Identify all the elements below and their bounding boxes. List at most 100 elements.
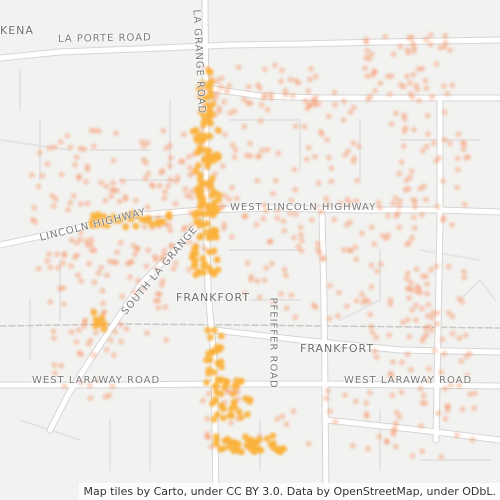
density-point: [206, 132, 214, 140]
density-point: [350, 158, 357, 165]
density-point: [365, 445, 371, 452]
density-point: [426, 365, 432, 372]
density-point: [226, 82, 233, 89]
density-point: [156, 182, 163, 189]
density-point: [61, 252, 68, 259]
density-point: [152, 297, 159, 304]
density-point: [314, 240, 321, 247]
density-point: [197, 232, 205, 240]
density-point: [438, 453, 445, 460]
density-point: [54, 251, 61, 258]
density-point: [141, 143, 147, 150]
density-point: [427, 41, 434, 48]
density-point: [369, 329, 376, 336]
density-point: [215, 127, 223, 134]
density-point: [355, 143, 362, 150]
density-point: [116, 198, 123, 205]
density-point: [154, 291, 161, 297]
density-point: [94, 376, 101, 383]
density-point: [113, 259, 120, 266]
density-point: [407, 79, 413, 86]
la-porte-road: [0, 37, 500, 61]
density-point: [211, 226, 219, 234]
density-point: [204, 415, 211, 422]
density-point: [393, 409, 400, 416]
density-point: [310, 96, 317, 103]
density-point: [87, 395, 94, 402]
density-point: [349, 442, 356, 449]
density-point: [444, 90, 451, 97]
density-point: [208, 78, 216, 86]
density-point: [278, 290, 284, 297]
density-point: [327, 408, 333, 415]
density-point: [390, 200, 396, 207]
density-point: [106, 258, 113, 265]
density-point: [207, 234, 215, 241]
density-point: [233, 383, 240, 390]
south-la-grange-road: [47, 219, 203, 433]
density-point: [445, 263, 452, 270]
density-point: [287, 210, 293, 216]
density-point: [409, 287, 416, 294]
density-point: [441, 350, 448, 357]
density-point: [270, 190, 277, 197]
density-point: [409, 234, 415, 241]
density-point: [413, 266, 420, 273]
density-point: [312, 203, 319, 210]
density-point: [228, 234, 235, 240]
density-point: [439, 336, 446, 343]
density-point: [430, 140, 437, 146]
density-point: [143, 263, 150, 270]
density-point: [384, 213, 391, 219]
density-point: [425, 377, 432, 384]
density-point: [242, 395, 250, 402]
density-point: [187, 171, 193, 178]
density-point: [388, 120, 395, 127]
density-point: [386, 91, 393, 98]
density-point: [220, 405, 227, 413]
density-point: [303, 156, 310, 163]
density-point: [408, 34, 415, 41]
density-point: [374, 268, 381, 275]
density-point: [264, 146, 271, 153]
map-attribution[interactable]: Map tiles by Carto, under CC BY 3.0. Dat…: [79, 483, 500, 500]
density-point: [82, 317, 89, 324]
la-grange-road-south: [203, 197, 219, 500]
density-point: [215, 196, 222, 204]
density-point: [424, 281, 431, 288]
density-point: [275, 150, 282, 157]
density-point: [377, 80, 384, 87]
density-point: [306, 76, 313, 83]
density-point: [261, 202, 268, 208]
density-point: [103, 222, 111, 229]
density-point: [205, 369, 212, 377]
density-point: [85, 341, 92, 347]
density-point: [220, 414, 227, 422]
density-point: [366, 56, 373, 62]
density-point: [233, 195, 240, 202]
density-point: [244, 411, 251, 418]
density-point: [363, 413, 370, 419]
density-point: [363, 400, 370, 406]
density-point: [128, 258, 135, 265]
density-point: [52, 370, 58, 377]
density-point: [449, 330, 456, 337]
density-point: [461, 141, 468, 148]
density-point: [258, 102, 265, 109]
density-point: [180, 158, 186, 165]
density-point: [331, 89, 338, 96]
density-point: [279, 413, 286, 420]
density-point: [206, 157, 213, 165]
density-point: [423, 196, 429, 203]
density-point: [92, 329, 99, 336]
density-point: [160, 127, 167, 134]
density-point: [410, 40, 417, 47]
density-point: [213, 256, 221, 264]
density-point: [122, 223, 130, 231]
density-point: [199, 180, 207, 187]
density-point: [352, 244, 359, 251]
density-point: [28, 172, 35, 179]
density-point: [263, 265, 270, 271]
density-point: [170, 265, 177, 272]
